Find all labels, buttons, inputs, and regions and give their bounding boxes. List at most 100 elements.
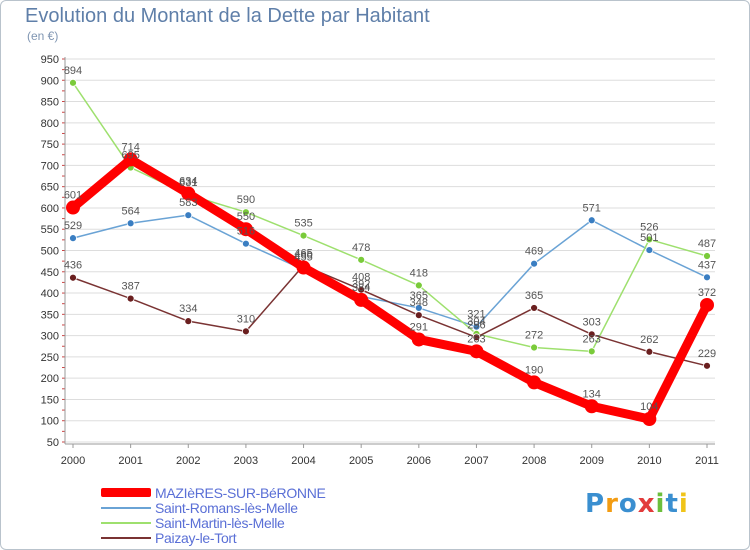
data-label: 310 xyxy=(237,313,255,325)
data-point xyxy=(703,252,711,260)
x-tick-label: 2001 xyxy=(118,455,142,467)
legend-label-saint-martin: Saint-Martin-lès-Melle xyxy=(155,515,285,531)
data-label: 601 xyxy=(64,190,82,202)
data-point xyxy=(472,333,481,342)
data-label: 550 xyxy=(237,211,255,223)
y-tick-label: 200 xyxy=(41,373,59,385)
y-tick-label: 50 xyxy=(47,437,59,449)
legend-swatch-paizay xyxy=(101,537,151,539)
data-point xyxy=(69,234,77,243)
data-point xyxy=(126,294,135,303)
x-tick-label: 2003 xyxy=(234,455,258,467)
data-label: 564 xyxy=(121,205,139,217)
data-label: 465 xyxy=(294,247,312,259)
data-point xyxy=(527,375,542,390)
data-label: 263 xyxy=(583,333,601,345)
data-point xyxy=(184,211,193,220)
data-label: 291 xyxy=(410,321,428,333)
legend-label-paizay: Paizay-le-Tort xyxy=(155,530,237,546)
x-tick-label: 2011 xyxy=(695,455,719,467)
data-point xyxy=(126,219,135,228)
y-tick-label: 850 xyxy=(41,97,59,109)
y-tick-label: 500 xyxy=(41,246,59,258)
data-point xyxy=(530,259,538,268)
data-point xyxy=(414,311,423,320)
data-point xyxy=(238,222,253,237)
data-point xyxy=(242,327,250,336)
data-label: 190 xyxy=(525,364,543,376)
chart-title: Evolution du Montant de la Dette par Hab… xyxy=(25,5,430,27)
x-tick-label: 2006 xyxy=(407,455,431,467)
data-point xyxy=(645,347,654,356)
x-tick-label: 2008 xyxy=(522,455,546,467)
data-point xyxy=(69,78,77,87)
data-label: 384 xyxy=(352,282,370,294)
data-point xyxy=(530,343,538,352)
data-label: 387 xyxy=(121,281,139,293)
x-tick-label: 2005 xyxy=(349,455,373,467)
chart-subtitle: (en €) xyxy=(27,29,59,43)
data-label: 695 xyxy=(121,150,139,162)
data-point xyxy=(703,361,711,370)
data-label: 262 xyxy=(640,334,658,346)
data-label: 303 xyxy=(583,316,601,328)
data-label: 365 xyxy=(410,290,428,302)
x-tick-label: 2010 xyxy=(637,455,661,467)
data-point xyxy=(645,235,654,244)
data-point xyxy=(530,304,538,312)
data-labels: 894 695 631 590 535 478 418 304 272 263 526 487 529 5… xyxy=(64,65,716,413)
data-point xyxy=(181,186,196,201)
data-label: 631 xyxy=(179,177,197,189)
data-point xyxy=(242,208,250,217)
data-label: 478 xyxy=(352,242,370,254)
legend-label-saint-romans: Saint-Romans-lès-Melle xyxy=(155,500,298,516)
y-tick-label: 750 xyxy=(41,139,59,151)
data-label: 469 xyxy=(525,246,543,258)
data-label: 304 xyxy=(467,316,485,328)
data-label: 529 xyxy=(64,220,82,232)
data-point xyxy=(645,246,654,254)
data-label: 272 xyxy=(525,330,543,342)
y-tick-label: 450 xyxy=(41,267,59,279)
data-point xyxy=(587,347,596,356)
logo-letter: t xyxy=(665,489,679,519)
data-label: 365 xyxy=(525,290,543,302)
x-tick-label: 2007 xyxy=(464,455,488,467)
x-tick-label: 2009 xyxy=(579,455,603,467)
data-label: 321 xyxy=(467,309,485,321)
data-point xyxy=(411,332,426,347)
data-point xyxy=(66,200,80,215)
logo-letter: r xyxy=(605,489,619,519)
data-label: 634 xyxy=(179,175,197,187)
logo-letter: i xyxy=(655,489,666,519)
y-tick-label: 550 xyxy=(41,224,59,236)
data-label: 134 xyxy=(583,388,601,400)
data-label: 334 xyxy=(179,303,197,315)
y-tick-label: 900 xyxy=(41,75,59,87)
y-tick-label: 300 xyxy=(41,331,59,343)
data-label: 501 xyxy=(640,232,658,244)
data-label: 460 xyxy=(294,250,312,262)
data-label: 590 xyxy=(237,194,255,206)
data-label: 894 xyxy=(64,65,82,77)
series-lines xyxy=(66,78,714,427)
series-line-0 xyxy=(68,154,712,424)
data-point xyxy=(587,330,596,339)
data-point xyxy=(354,292,369,307)
data-point xyxy=(587,216,596,225)
data-point xyxy=(642,412,657,427)
data-point xyxy=(242,239,250,248)
data-point xyxy=(123,152,138,167)
data-label: 372 xyxy=(698,287,716,299)
y-tick-label: 350 xyxy=(41,309,59,321)
data-label: 296 xyxy=(467,319,485,331)
y-tick-label: 250 xyxy=(41,352,59,364)
data-label: 392 xyxy=(352,278,370,290)
data-point xyxy=(357,255,366,264)
data-point xyxy=(296,260,311,275)
data-point xyxy=(414,281,423,290)
y-tick-label: 700 xyxy=(41,160,59,172)
data-label: 516 xyxy=(237,226,255,238)
